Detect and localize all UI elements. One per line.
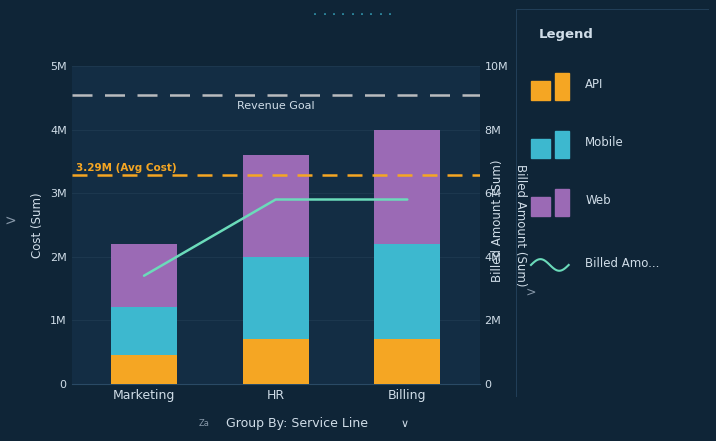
Text: ·: · bbox=[387, 11, 392, 20]
Bar bbox=[531, 198, 551, 217]
Text: ·: · bbox=[377, 11, 383, 20]
Bar bbox=[243, 339, 309, 384]
Bar bbox=[374, 244, 440, 339]
Text: ·: · bbox=[359, 11, 364, 20]
Text: >: > bbox=[5, 213, 16, 228]
Text: 3.29M (Avg Cost): 3.29M (Avg Cost) bbox=[76, 163, 176, 173]
Text: ·: · bbox=[349, 11, 355, 20]
Bar bbox=[531, 81, 551, 100]
Text: Web: Web bbox=[585, 194, 611, 207]
Text: Legend: Legend bbox=[538, 28, 594, 41]
Text: Group By: Service Line: Group By: Service Line bbox=[226, 417, 368, 430]
Y-axis label: Billed Amount (Sum): Billed Amount (Sum) bbox=[514, 164, 527, 286]
Text: ·: · bbox=[331, 11, 337, 20]
Text: ·: · bbox=[321, 11, 327, 20]
Text: Billed Amo...: Billed Amo... bbox=[585, 257, 659, 269]
Bar bbox=[374, 130, 440, 244]
Bar bbox=[531, 139, 551, 158]
Text: Billed Amount (Sum): Billed Amount (Sum) bbox=[491, 159, 504, 282]
Text: ∨: ∨ bbox=[400, 419, 409, 429]
Bar bbox=[111, 244, 177, 307]
Bar bbox=[555, 189, 569, 217]
Bar bbox=[243, 257, 309, 339]
Text: Mobile: Mobile bbox=[585, 136, 624, 149]
Text: API: API bbox=[585, 78, 604, 91]
Text: ·: · bbox=[312, 11, 318, 20]
Text: Zа: Zа bbox=[198, 419, 210, 428]
Y-axis label: Cost (Sum): Cost (Sum) bbox=[32, 192, 44, 258]
Bar bbox=[555, 73, 569, 100]
Text: Revenue Goal: Revenue Goal bbox=[237, 101, 314, 111]
Bar bbox=[243, 155, 309, 257]
Bar bbox=[111, 307, 177, 355]
Bar bbox=[111, 355, 177, 384]
Bar bbox=[374, 339, 440, 384]
Text: ·: · bbox=[340, 11, 346, 20]
Text: >: > bbox=[526, 286, 536, 299]
Text: ·: · bbox=[368, 11, 374, 20]
Bar bbox=[555, 131, 569, 158]
